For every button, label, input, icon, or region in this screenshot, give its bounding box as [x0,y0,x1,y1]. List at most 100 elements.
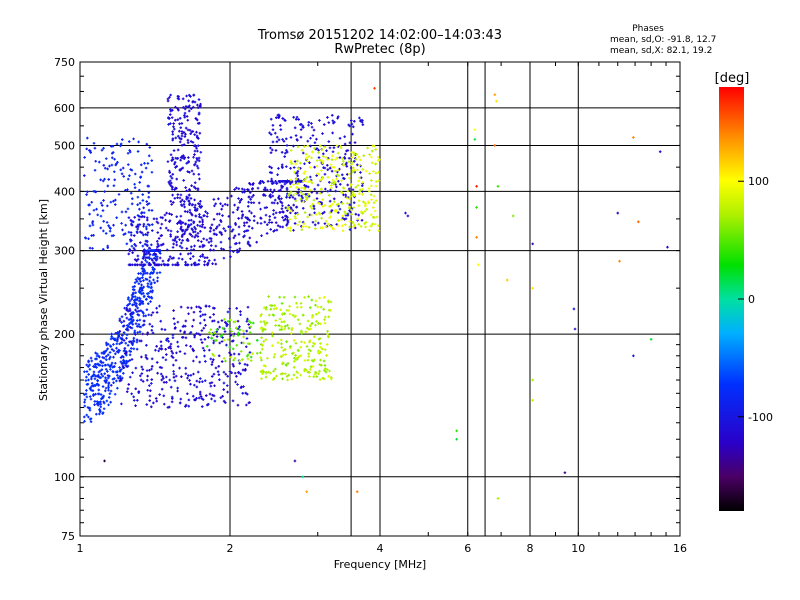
colorbar-tick-label: 100 [748,175,769,188]
data-point [127,140,131,143]
data-point [159,319,163,323]
data-point [315,137,318,141]
data-point [239,199,242,202]
data-point [167,257,171,261]
data-point [360,184,364,187]
data-point [145,243,149,247]
data-point [365,208,368,211]
data-point [319,358,322,362]
data-point [111,144,115,148]
data-point [322,296,326,299]
data-point [249,359,253,362]
data-point [148,399,152,402]
data-point [146,302,150,305]
data-point [122,339,126,342]
data-point [268,165,271,168]
data-point [217,373,221,377]
data-point [118,379,122,382]
data-point [322,152,325,156]
data-point [335,203,339,206]
data-point [199,314,202,318]
data-point [132,137,135,141]
data-point [101,356,105,359]
data-point [198,321,202,325]
data-point [350,161,354,164]
data-point [309,349,312,353]
data-point [139,280,142,283]
data-point [227,215,231,218]
data-point [109,389,113,393]
data-point [85,389,88,392]
data-point [229,318,232,322]
data-point [171,336,175,340]
data-point [288,196,291,199]
data-point [118,370,122,373]
data-point [82,415,86,419]
data-point [189,140,193,143]
data-point [134,333,137,336]
data-point [243,221,246,225]
data-point [103,190,106,193]
data-point [190,169,194,173]
data-point [158,249,162,252]
data-point [148,257,151,260]
data-point [222,339,226,342]
data-point [371,222,374,226]
data-point [226,310,230,314]
data-point [176,320,180,324]
data-point [331,150,335,154]
data-point [372,206,375,209]
data-point [117,193,121,196]
data-point [105,358,108,361]
data-point [289,331,293,335]
data-point [295,205,298,209]
data-point [195,164,199,168]
data-point [264,371,268,375]
data-point [232,250,235,253]
data-point [274,324,277,327]
data-point [181,233,185,236]
data-point [106,204,109,208]
data-point [246,217,249,221]
data-point [199,200,202,203]
data-point [115,342,119,346]
data-point [116,376,120,380]
data-point [205,256,209,260]
data-point [140,212,143,215]
data-point [237,331,240,335]
data-point [232,334,235,338]
data-point [322,210,326,214]
data-point [200,397,204,400]
data-point [328,199,332,203]
data-point [285,363,288,367]
data-point [324,367,327,370]
data-point [277,324,281,327]
data-point [155,399,159,403]
data-point [329,300,333,304]
data-point [155,257,159,261]
data-point [248,351,252,354]
data-point [298,220,301,224]
data-point [163,263,166,267]
data-point [148,322,152,326]
data-point [190,245,193,249]
data-point [262,370,265,373]
data-point [369,224,373,228]
data-point [179,126,183,129]
data-point [358,176,361,180]
data-point [331,154,334,158]
data-point [217,197,220,201]
data-point [329,186,333,190]
data-point [224,372,228,376]
data-point [330,113,334,117]
data-point [367,200,370,204]
data-point [190,212,193,216]
data-point [183,230,187,234]
data-point [83,156,86,159]
data-point [83,404,87,408]
data-point [88,363,91,367]
data-point [173,161,177,164]
data-point [142,250,145,253]
data-point [100,204,104,207]
